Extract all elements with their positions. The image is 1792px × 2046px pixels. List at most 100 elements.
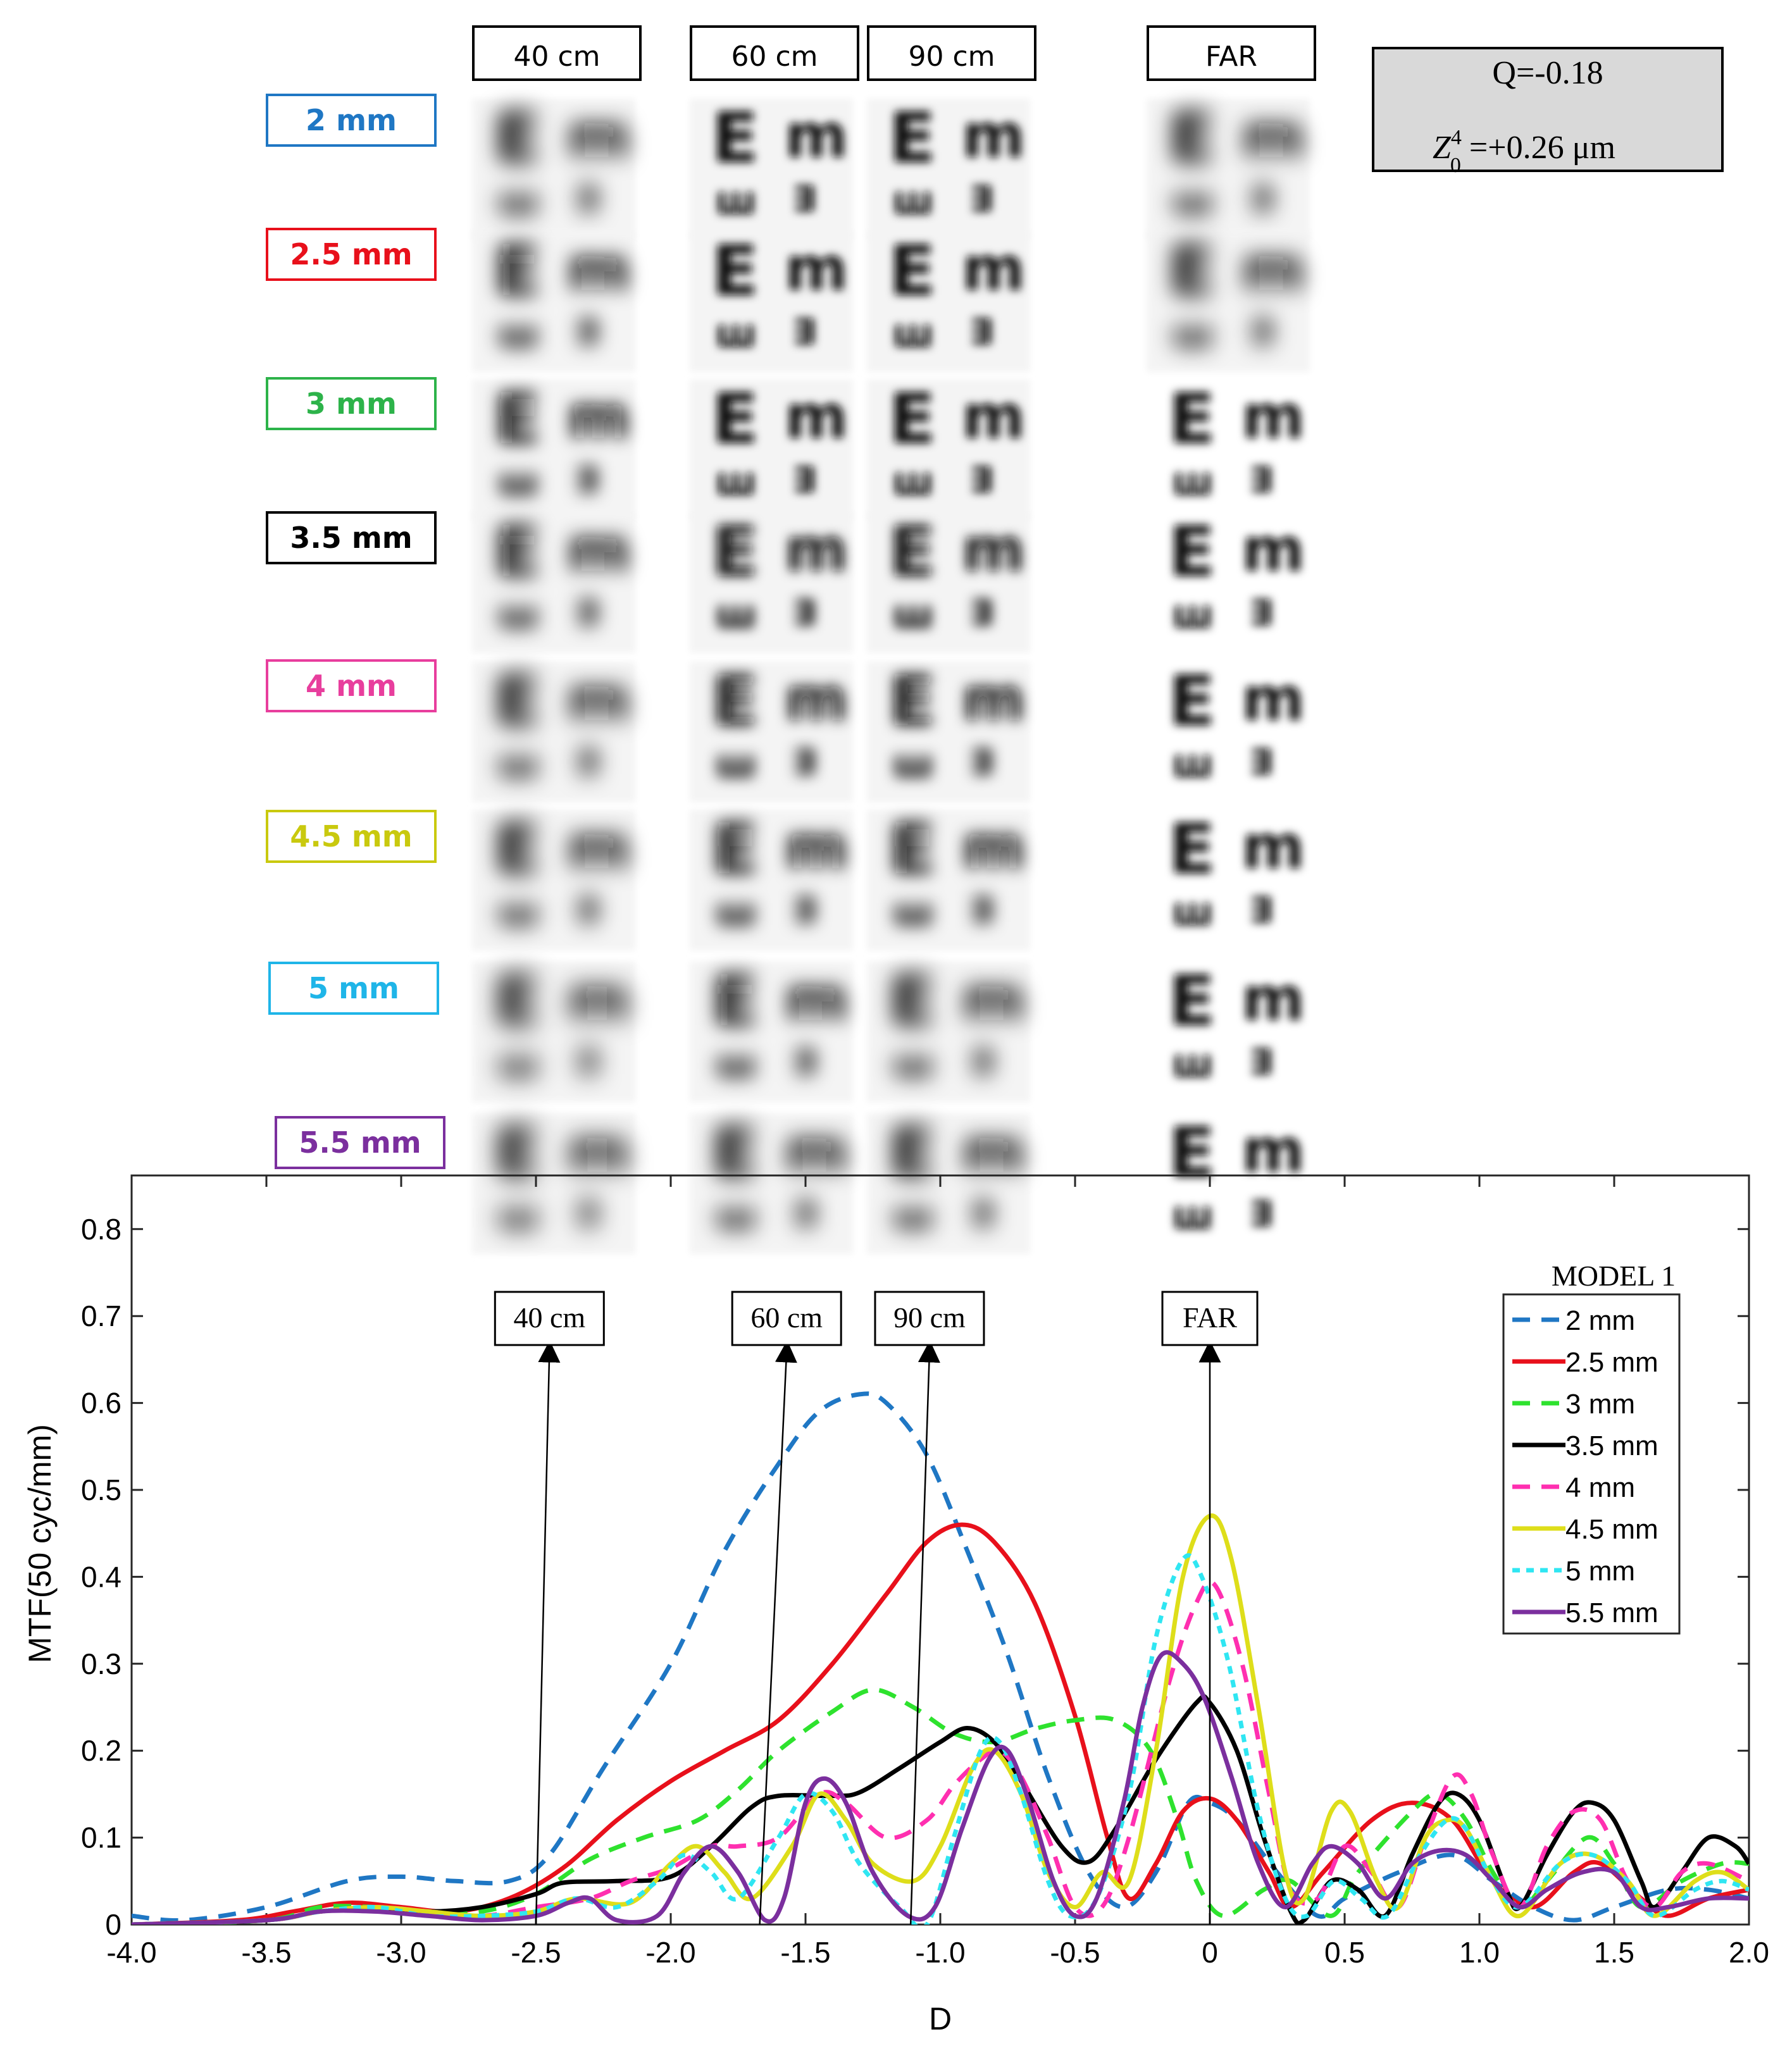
q-value: Q=-0.18 <box>1492 55 1603 91</box>
optotype-e: E <box>494 378 541 459</box>
series-line-3-5-mm <box>132 1694 1749 1925</box>
optotype-background <box>472 99 635 239</box>
optotype-e: E <box>494 660 541 741</box>
optotype-three: ∃ <box>792 890 816 931</box>
optotype-m: m <box>1241 664 1305 735</box>
series-line-4-mm <box>132 1579 1749 1925</box>
legend-label: 3 mm <box>1565 1389 1635 1420</box>
optotype-e: E <box>888 230 936 311</box>
optotype-background <box>690 810 853 950</box>
legend-label: 4 mm <box>1565 1472 1635 1503</box>
annotation-label: FAR <box>1183 1301 1237 1334</box>
x-tick-label: -1.5 <box>780 1936 830 1969</box>
optotype-w: ш <box>497 1040 539 1086</box>
annotation-box <box>874 1291 985 1346</box>
optotype-e: E <box>711 230 759 311</box>
optotype-w: ш <box>892 591 934 637</box>
optotype-three: ∃ <box>792 1042 816 1083</box>
pupil-label-text: 3.5 mm <box>290 521 412 555</box>
optotype-e: E <box>1168 660 1216 741</box>
annotation-arrow <box>759 1340 797 1925</box>
optotype-three: ∃ <box>575 460 599 501</box>
optotype-m: m <box>567 664 630 735</box>
optotype-m: m <box>785 233 848 304</box>
optotype-three: ∃ <box>1249 742 1273 783</box>
optotype-m: m <box>1241 812 1305 883</box>
optotype-m: m <box>567 233 630 304</box>
optotype-e: E <box>1168 230 1216 311</box>
x-tick-label: 0.5 <box>1324 1936 1365 1969</box>
optotype-background <box>472 512 635 653</box>
annotation-arrow <box>909 1340 940 1925</box>
legend-label: 2.5 mm <box>1565 1347 1658 1378</box>
optotype-m: m <box>567 1115 630 1186</box>
pupil-label-box <box>266 228 437 281</box>
optotype-background <box>867 232 1030 372</box>
optotype-background <box>1147 99 1310 239</box>
legend-item-5-5-mm: 5.5 mm <box>1512 1597 1658 1628</box>
pupil-label-5: 4 mm <box>266 659 437 712</box>
annotation-label: 40 cm <box>513 1301 585 1334</box>
optotype-m: m <box>1241 514 1305 585</box>
optotype-e: E <box>711 1112 759 1193</box>
zernike-coefficient: =+0.26 μm <box>1461 130 1615 166</box>
annotation-90-cm: 90 cm <box>874 1291 985 1925</box>
annotation-60-cm: 60 cm <box>731 1291 842 1925</box>
pupil-label-box <box>275 1116 445 1169</box>
optotype-three: ∃ <box>792 593 816 634</box>
optotype-three: ∃ <box>1249 890 1273 931</box>
annotation-FAR: FAR <box>1161 1291 1259 1925</box>
optotype-m: m <box>1241 101 1305 171</box>
legend-items: 2 mm 2.5 mm 3 mm 3.5 mm 4 mm 4.5 mm 5 mm 5.5 mm <box>1512 1305 1658 1628</box>
pupil-labels: 2 mm 2.5 mm 3 mm 3.5 mm 4 mm 4.5 mm 5 mm 5.5 mm <box>266 94 445 1169</box>
optotype-w: ш <box>497 310 539 356</box>
optotype-e: E <box>711 378 759 459</box>
pupil-label-text: 5 mm <box>308 971 399 1005</box>
legend-item-2-5-mm: 2.5 mm <box>1512 1347 1658 1378</box>
optotype-w: ш <box>1172 591 1214 637</box>
optotype-w: ш <box>715 1192 757 1238</box>
optotype-background <box>867 962 1030 1102</box>
optotype-background <box>867 1113 1030 1254</box>
optotype-m: m <box>567 964 630 1034</box>
optotype-w: ш <box>892 1192 934 1238</box>
annotation-40-cm: 40 cm <box>494 1291 605 1925</box>
optotype-m: m <box>1241 964 1305 1034</box>
optotype-three: ∃ <box>969 312 993 353</box>
optotype-three: ∃ <box>792 179 816 220</box>
y-tick-label: 0.7 <box>81 1299 121 1332</box>
optotype-e: E <box>711 809 759 890</box>
pupil-label-text: 3 mm <box>306 387 397 421</box>
x-tick-label: -2.0 <box>645 1936 695 1969</box>
optotype-w: ш <box>892 310 934 356</box>
header-far-label: FAR <box>1205 40 1257 73</box>
x-tick-label: 2.0 <box>1729 1936 1769 1969</box>
distance-annotations: 40 cm 60 cm 90 cm FAR <box>494 1291 1259 1925</box>
optotype-three: ∃ <box>1249 460 1273 501</box>
optotype-background <box>1147 232 1310 372</box>
optotype-e: E <box>888 809 936 890</box>
optotype-w: ш <box>1172 1192 1214 1238</box>
optotype-e: E <box>494 97 541 178</box>
x-tick-label: -2.5 <box>511 1936 561 1969</box>
annotation-box <box>1161 1291 1259 1346</box>
y-tick-label: 0.5 <box>81 1473 121 1506</box>
pupil-label-4: 3.5 mm <box>266 511 437 564</box>
